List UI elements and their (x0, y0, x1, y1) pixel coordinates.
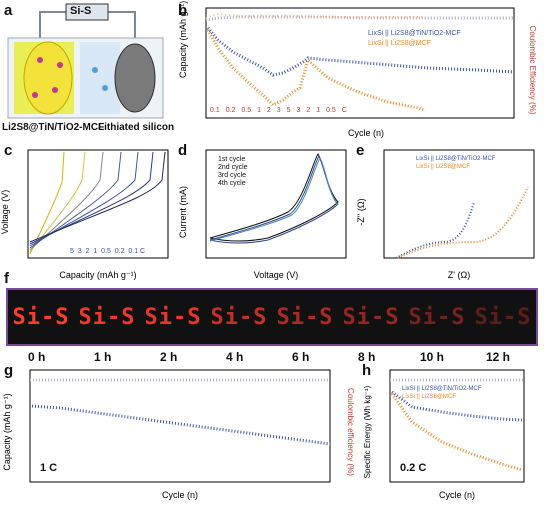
panel-a: a Si-S Li2S8@TiN/TiO2-MCF Lithiated sili… (0, 0, 175, 135)
legend-h-1: LixSi || Li2S8@TiN/TiO2-MCF (402, 386, 482, 392)
xlabel-d: Voltage (V) (254, 270, 299, 280)
time-4: 6 h (292, 350, 310, 364)
xlabel-b: Cycle (n) (348, 128, 384, 138)
panel-d: d Current (mA) Voltage (V) 1st cycle 2nd … (178, 142, 353, 282)
rate-h: 0.2 C (400, 462, 427, 474)
plot-frame (383, 149, 535, 259)
legend-e-1: LixSi || Li2S8@TiN/TiO2-MCF (416, 156, 496, 162)
ylabel-g: Capacity (mAh g⁻¹) (2, 393, 12, 470)
panel-c-chart: Voltage (V) Capacity (mAh g⁻¹) (0, 149, 169, 280)
panel-e: e -Z'' (Ω) Z' (Ω) LixSi || Li2S8@TiN/TiO… (356, 142, 544, 282)
ylabel2-g: Coulombic efficiency (%) (346, 388, 355, 476)
legend-h-2: LixSi || Li2S8@MCF (402, 394, 456, 400)
time-7: 12 h (486, 350, 511, 364)
led-6: Si-S (408, 304, 466, 330)
legend-b-1: LixSi || Li2S8@TiN/TiO2-MCF (368, 30, 461, 37)
time-0: 0 h (28, 350, 46, 364)
time-5: 8 h (358, 350, 376, 364)
panel-h: h Specific Energy (Wh kg⁻¹) Cycle (n) 0.… (362, 362, 544, 502)
panel-c-label: c (4, 142, 13, 159)
plot-frame (29, 369, 331, 483)
series-tio2-capacity (206, 27, 515, 77)
panel-d-chart: Current (mA) Voltage (V) (178, 149, 347, 280)
panel-b: b Capacity (mAh g⁻¹) Cycle (n) Coulombic… (178, 0, 544, 140)
cycle-3-curve (209, 157, 339, 242)
ylabel-h: Specific Energy (Wh kg⁻¹) (363, 385, 372, 478)
led-strip: Si-S Si-S Si-S Si-S Si-S Si-S Si-S Si-S (6, 288, 538, 346)
ylabel-e: -Z'' (Ω) (356, 198, 366, 225)
cathode-caption: Li2S8@TiN/TiO2-MCF (2, 122, 105, 133)
series-tio2-eis (395, 201, 475, 259)
rate-g: 1 C (40, 462, 58, 474)
panel-c: c Voltage (V) Capacity (mAh g⁻¹) 5 3 2 1… (0, 142, 175, 282)
time-1: 1 h (94, 350, 112, 364)
panel-a-label: a (4, 2, 13, 19)
plot-frame (205, 149, 347, 259)
panel-e-chart: -Z'' (Ω) Z' (Ω) (356, 149, 535, 280)
ylabel2-b: Coulombic Efficiency (%) (528, 26, 537, 115)
led-2: Si-S (144, 304, 202, 330)
rate-marks-b: 0.1 0.2 0.5 1 2 3 5 3 2 1 0.5 C (210, 107, 347, 114)
series-mcf-ce (205, 12, 424, 19)
led-5: Si-S (342, 304, 400, 330)
led-3: Si-S (210, 304, 268, 330)
cathode-disk (23, 41, 73, 115)
anode-disk (114, 43, 156, 113)
panel-e-label: e (356, 142, 365, 159)
xlabel-g: Cycle (n) (162, 490, 198, 500)
xlabel-c: Capacity (mAh g⁻¹) (59, 270, 136, 280)
panel-g: g Capacity (mAh g⁻¹) Cycle (n) Coulombic… (0, 362, 360, 502)
curve-01c (29, 151, 166, 243)
legend-d: 1st cycle 2nd cycle 3rd cycle 4th cycle (218, 156, 248, 187)
rate-labels-c: 5 3 2 1 0.5 0.2 0.1 C (70, 248, 146, 255)
si-s-tag: Si-S (70, 5, 92, 17)
led-7: Si-S (474, 304, 532, 330)
panel-h-chart: Specific Energy (Wh kg⁻¹) Cycle (n) (363, 369, 525, 500)
panel-b-chart: Capacity (mAh g⁻¹) Cycle (n) Coulombic E… (178, 1, 537, 138)
panel-g-label: g (4, 362, 14, 379)
plot-frame (27, 149, 169, 259)
panel-g-chart: Capacity (mAh g⁻¹) Cycle (n) Coulombic e… (2, 369, 355, 500)
panel-h-label: h (362, 362, 372, 379)
ylabel-d: Current (mA) (178, 186, 188, 238)
legend-e-2: LixSi || Li2S8@MCF (416, 164, 470, 170)
panel-b-label: b (178, 2, 188, 19)
led-1: Si-S (78, 304, 136, 330)
xlabel-e: Z' (Ω) (448, 270, 470, 280)
ylabel-c: Voltage (V) (0, 190, 10, 235)
xlabel-h: Cycle (n) (439, 490, 475, 500)
series-capacity (31, 404, 331, 446)
panel-d-label: d (178, 142, 188, 159)
time-3: 4 h (226, 350, 244, 364)
plot-frame (389, 369, 525, 483)
si-s-tag-box (65, 3, 109, 21)
time-6: 10 h (420, 350, 445, 364)
ylabel-b: Capacity (mAh g⁻¹) (178, 1, 188, 78)
battery-illustration (7, 3, 164, 119)
led-0: Si-S (12, 304, 70, 330)
panel-f-label: f (4, 270, 9, 287)
separator (80, 42, 120, 114)
legend-b-2: LixSi || Li2S8@MCF (368, 40, 431, 47)
anode-caption: Lithiated silicon (98, 122, 175, 133)
time-2: 2 h (160, 350, 178, 364)
led-4: Si-S (276, 304, 334, 330)
plot-frame (205, 7, 515, 119)
